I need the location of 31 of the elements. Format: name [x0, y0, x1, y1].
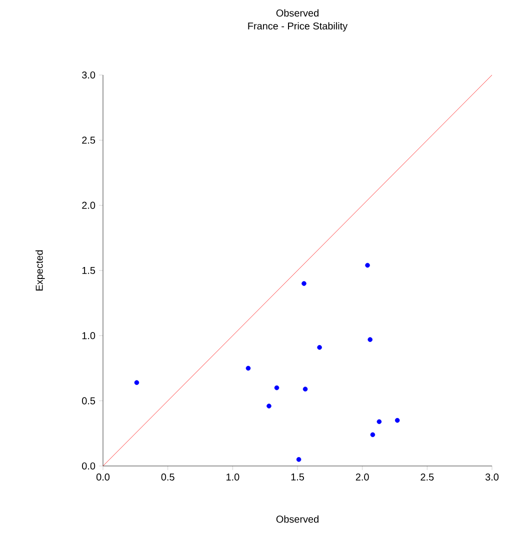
- point: [365, 262, 370, 268]
- x-tick-label: 0.5: [161, 474, 174, 481]
- chart-title: Observed: [276, 9, 318, 17]
- point: [394, 418, 400, 423]
- y-tick-label: 3.0: [82, 71, 96, 79]
- y-tick-label: 1.5: [82, 267, 96, 274]
- y-tick-label: 0.5: [82, 397, 96, 404]
- x-tick-label: 2.5: [420, 474, 434, 481]
- y-tick-label: 2.0: [82, 202, 96, 209]
- x-axis-title: Observed: [276, 515, 318, 523]
- point: [302, 281, 306, 286]
- x-tick-label: 2.0: [356, 474, 369, 481]
- y-tick-label: 2.5: [82, 136, 96, 144]
- x-tick-label: 1.5: [291, 474, 304, 480]
- point: [134, 380, 140, 385]
- x-tick-label: 0.0: [96, 474, 110, 481]
- y-tick-label: 1.0: [82, 332, 96, 340]
- x-tick-label: 3.0: [485, 474, 499, 481]
- y-axis-title: Expected: [36, 250, 45, 290]
- point: [274, 385, 280, 390]
- point: [317, 344, 322, 350]
- point: [370, 432, 376, 438]
- x-tick-label: 1.0: [226, 474, 240, 481]
- chart-subtitle: France - Price Stability: [248, 22, 348, 32]
- point: [368, 337, 373, 342]
- point: [302, 386, 308, 392]
- point: [296, 457, 302, 462]
- point: [376, 419, 382, 424]
- y-tick-label: 0.0: [82, 462, 96, 470]
- point: [246, 366, 251, 371]
- point: [266, 404, 272, 408]
